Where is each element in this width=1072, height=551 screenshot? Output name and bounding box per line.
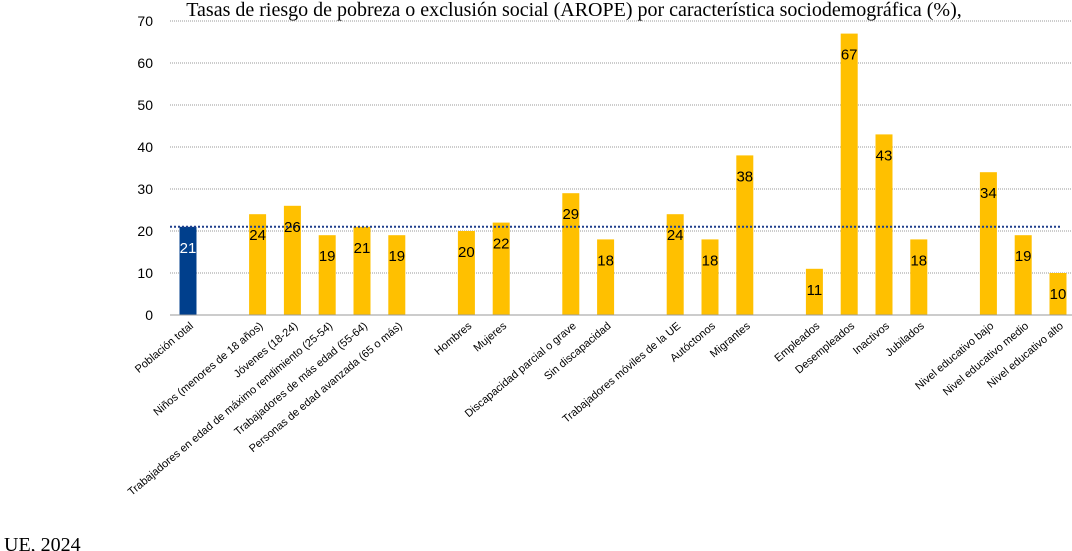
bar (388, 235, 406, 315)
y-tick-label: 60 (137, 55, 153, 71)
data-label: 26 (284, 219, 301, 236)
y-axis-ticks: 0 10 20 30 40 50 60 70 (137, 13, 153, 323)
bar (318, 235, 336, 315)
bar (562, 193, 580, 315)
data-label: 21 (354, 240, 371, 257)
y-tick-label: 0 (145, 307, 153, 323)
data-label: 43 (876, 147, 893, 164)
y-tick-label: 50 (137, 97, 153, 113)
chart-title: Tasas de riesgo de pobreza o exclusión s… (186, 0, 962, 21)
bar (492, 222, 510, 315)
y-tick-label: 20 (137, 223, 153, 239)
data-label: 24 (249, 227, 266, 244)
bars (179, 33, 1067, 315)
y-tick-label: 10 (137, 265, 153, 281)
bar (353, 226, 371, 315)
bar (910, 239, 928, 315)
category-label: Jubilados (883, 320, 927, 359)
bar (597, 239, 615, 315)
data-label: 67 (841, 47, 858, 64)
bar (283, 205, 301, 315)
y-tick-label: 40 (137, 139, 153, 155)
bar (249, 214, 267, 315)
data-label: 19 (1015, 248, 1032, 265)
category-label: Población total (133, 320, 196, 376)
data-labels: 21 24 26 19 21 19 20 22 29 18 24 18 38 11 67 43 18 34 19 10 (180, 47, 1067, 303)
y-tick-label: 30 (137, 181, 153, 197)
data-label: 34 (980, 185, 997, 202)
bar (701, 239, 719, 315)
bar (875, 134, 893, 315)
bar (179, 226, 197, 315)
bar (979, 172, 997, 315)
bar (1049, 273, 1067, 315)
data-label: 11 (807, 282, 823, 299)
data-label: 18 (597, 252, 614, 269)
bar (840, 33, 858, 315)
bar (736, 155, 754, 315)
data-label: 19 (388, 248, 405, 265)
category-label: Hombres (432, 320, 474, 358)
bar (805, 268, 823, 315)
data-label: 18 (702, 252, 719, 269)
y-tick-label: 70 (137, 13, 153, 29)
grid (170, 20, 1072, 274)
bar (1014, 235, 1032, 315)
bar (666, 214, 684, 315)
data-label: 29 (562, 206, 579, 223)
data-label: 10 (1050, 286, 1067, 303)
data-label: 20 (458, 244, 475, 261)
category-label: Mujeres (471, 320, 509, 355)
bar (457, 231, 475, 315)
category-label: Trabajadores móviles de la UE (561, 320, 684, 426)
data-label: 21 (180, 240, 197, 257)
data-label: 38 (736, 168, 753, 185)
data-label: 18 (910, 252, 927, 269)
data-label: 24 (667, 227, 684, 244)
category-label: Desempleados (793, 320, 857, 377)
data-label: 19 (319, 248, 336, 265)
source-note: UE, 2024 (4, 534, 81, 551)
data-label: 22 (493, 236, 510, 253)
